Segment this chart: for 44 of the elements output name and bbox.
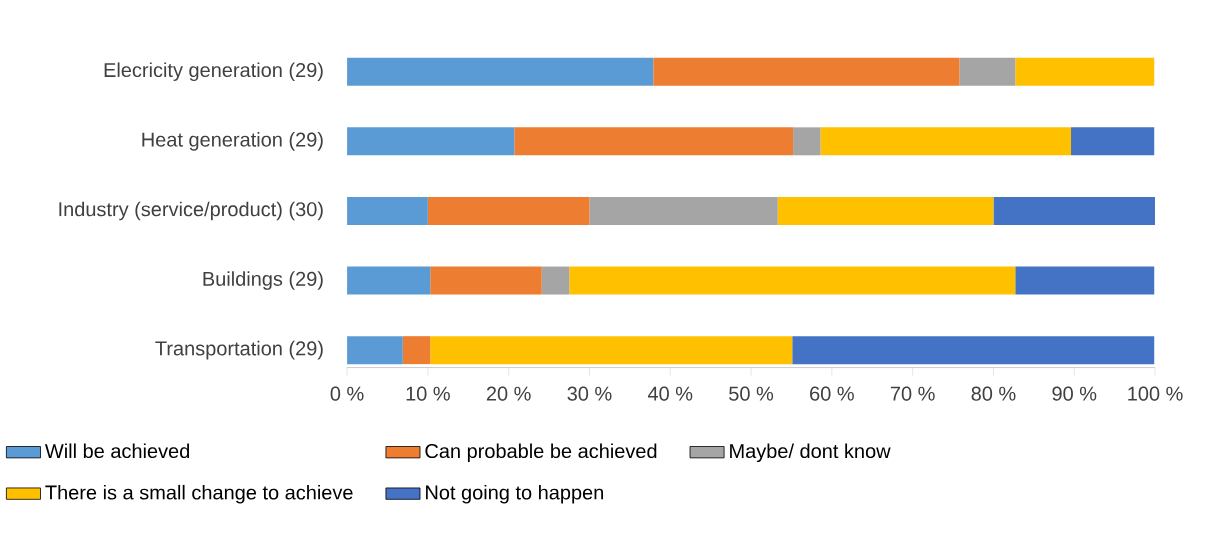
x-tick-label: 20 %	[486, 386, 531, 401]
bar	[430, 266, 542, 295]
legend-label: There is a small change to achieve	[45, 484, 353, 504]
x-tick-label: 10 %	[406, 386, 450, 401]
x-tick-label: 80 %	[971, 386, 1016, 401]
legend-label: Will be achieved	[44, 443, 190, 458]
bar	[777, 196, 994, 225]
x-tick-label: 100 %	[1128, 386, 1183, 401]
bar	[1015, 57, 1155, 86]
bar	[427, 196, 590, 225]
x-tick-label: 90 %	[1052, 386, 1097, 401]
y-tick-label: Elecricity generation (29)	[104, 62, 323, 81]
legend-label: Maybe/ dont know	[730, 443, 891, 462]
bar	[347, 196, 428, 225]
x-tick-label: 70 %	[890, 386, 935, 401]
bar	[793, 127, 821, 156]
bar	[347, 336, 403, 364]
x-tick-label: 50 %	[729, 386, 774, 401]
bar	[792, 336, 1155, 364]
bar	[347, 266, 431, 295]
bar	[347, 57, 654, 86]
legend-label: Can probable be achieved	[425, 443, 657, 462]
bar	[347, 127, 515, 156]
y-tick-label: Buildings (29)	[203, 271, 323, 290]
x-tick-label: 30 %	[567, 386, 612, 401]
y-tick-label: Transportation (29)	[155, 340, 323, 360]
bar	[541, 266, 570, 295]
bar	[569, 266, 1016, 295]
x-tick-label: 40 %	[647, 386, 693, 401]
bar	[653, 57, 960, 86]
y-tick-label: Industry (service/product) (30)	[59, 201, 323, 221]
y-tick-label: Heat generation (29)	[142, 131, 323, 151]
legend-label: Not going to happen	[426, 484, 603, 504]
bar	[959, 57, 1016, 86]
bar	[993, 196, 1156, 225]
bar	[589, 196, 778, 225]
x-tick-label: 60 %	[810, 386, 854, 401]
bar	[1015, 266, 1155, 295]
x-tick-label: 0 %	[330, 386, 364, 401]
bar	[820, 127, 1072, 156]
bar	[430, 336, 793, 364]
bar	[402, 336, 431, 364]
bar	[1071, 127, 1155, 156]
bar	[514, 127, 794, 156]
